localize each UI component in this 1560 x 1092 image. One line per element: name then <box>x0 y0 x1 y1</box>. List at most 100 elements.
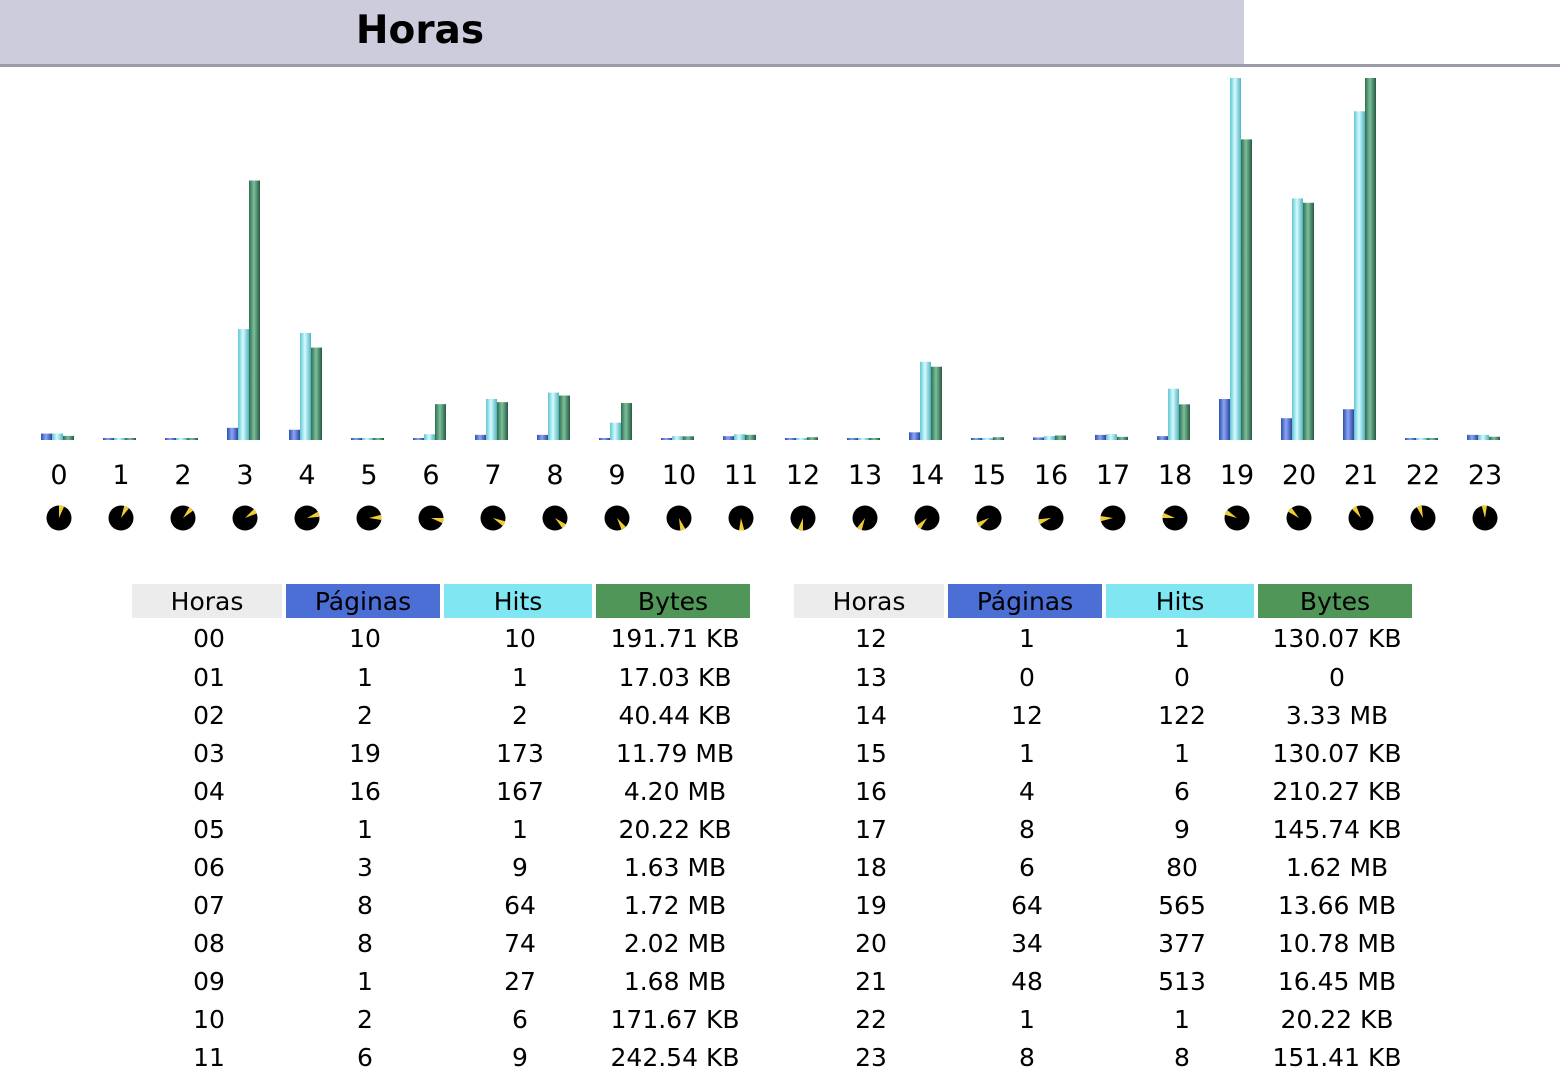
bar-paginas-12 <box>785 438 796 440</box>
bar-hits-18 <box>1168 388 1179 440</box>
cell-bytes: 191.71 KB <box>610 623 740 653</box>
table-row: 18 6 80 1.62 MB <box>794 848 1416 886</box>
x-tick-label-22: 22 <box>1406 460 1440 491</box>
cell-horas: 06 <box>193 852 225 882</box>
cell-horas: 07 <box>193 890 225 920</box>
cell-horas: 21 <box>855 966 887 996</box>
bar-paginas-10 <box>661 438 672 440</box>
table-row: 08 8 74 2.02 MB <box>132 924 754 962</box>
cell-hits: 1 <box>512 814 528 844</box>
bar-hits-10 <box>672 436 683 440</box>
bar-hits-4 <box>300 333 311 440</box>
cell-bytes: 130.07 KB <box>1272 738 1402 768</box>
cell-paginas: 10 <box>349 623 381 653</box>
cell-paginas: 0 <box>1019 662 1035 692</box>
x-tick-label-8: 8 <box>546 460 563 491</box>
hour-clock-icon-8 <box>542 505 568 531</box>
bar-paginas-18 <box>1157 436 1168 440</box>
cell-bytes: 210.27 KB <box>1272 776 1402 806</box>
x-tick-label-20: 20 <box>1282 460 1316 491</box>
bar-bytes-9 <box>621 403 632 440</box>
bar-paginas-13 <box>847 438 858 440</box>
cell-paginas: 6 <box>1019 852 1035 882</box>
cell-bytes: 13.66 MB <box>1277 890 1397 920</box>
table-row: 23 8 8 151.41 KB <box>794 1038 1416 1076</box>
hours-table-left: Horas Páginas Hits Bytes 00 10 10 191.71 KB… <box>132 584 754 1076</box>
x-tick-label-10: 10 <box>662 460 696 491</box>
cell-paginas: 6 <box>357 1042 373 1072</box>
bar-bytes-2 <box>187 438 198 440</box>
cell-bytes: 1.63 MB <box>623 852 727 882</box>
cell-paginas: 3 <box>357 852 373 882</box>
cell-horas: 05 <box>193 814 225 844</box>
bar-paginas-11 <box>723 436 734 440</box>
table-row: 21 48 513 16.45 MB <box>794 962 1416 1000</box>
cell-paginas: 8 <box>357 890 373 920</box>
bar-hits-22 <box>1416 438 1427 440</box>
bar-bytes-4 <box>311 347 322 440</box>
bar-bytes-14 <box>931 366 942 440</box>
cell-hits: 2 <box>512 700 528 730</box>
cell-horas: 08 <box>193 928 225 958</box>
table-row: 15 1 1 130.07 KB <box>794 734 1416 772</box>
cell-bytes: 10.78 MB <box>1277 928 1397 958</box>
cell-bytes: 0 <box>1329 662 1345 692</box>
cell-hits: 9 <box>512 852 528 882</box>
table-row: 12 1 1 130.07 KB <box>794 618 1416 658</box>
hour-clock-icon-5 <box>356 505 382 531</box>
cell-hits: 1 <box>1174 738 1190 768</box>
cell-hits: 1 <box>1174 1004 1190 1034</box>
cell-paginas: 2 <box>357 1004 373 1034</box>
hour-clock-icon-18 <box>1162 505 1188 531</box>
bar-bytes-18 <box>1179 404 1190 440</box>
bar-bytes-5 <box>373 438 384 440</box>
bar-bytes-23 <box>1489 436 1500 440</box>
cell-paginas: 1 <box>357 966 373 996</box>
bar-bytes-7 <box>497 402 508 440</box>
x-tick-label-0: 0 <box>50 460 67 491</box>
cell-horas: 13 <box>855 662 887 692</box>
bar-hits-9 <box>610 422 621 440</box>
section-header <box>0 0 1244 64</box>
hour-clock-icon-21 <box>1348 505 1374 531</box>
x-tick-label-7: 7 <box>484 460 501 491</box>
x-tick-label-9: 9 <box>608 460 625 491</box>
hour-clock-icon-1 <box>108 505 134 531</box>
x-tick-label-3: 3 <box>236 460 253 491</box>
bar-paginas-6 <box>413 438 424 440</box>
cell-hits: 513 <box>1158 966 1206 996</box>
bar-paginas-23 <box>1467 434 1478 440</box>
table-row: 22 1 1 20.22 KB <box>794 1000 1416 1038</box>
cell-hits: 9 <box>512 1042 528 1072</box>
cell-paginas: 1 <box>357 814 373 844</box>
cell-bytes: 2.02 MB <box>623 928 727 958</box>
x-tick-label-17: 17 <box>1096 460 1130 491</box>
bar-hits-3 <box>238 329 249 440</box>
table-row: 06 3 9 1.63 MB <box>132 848 754 886</box>
cell-horas: 01 <box>193 662 225 692</box>
cell-horas: 18 <box>855 852 887 882</box>
x-tick-label-6: 6 <box>422 460 439 491</box>
bar-paginas-16 <box>1033 437 1044 440</box>
cell-paginas: 1 <box>1019 623 1035 653</box>
cell-bytes: 4.20 MB <box>623 776 727 806</box>
cell-horas: 22 <box>855 1004 887 1034</box>
hour-clock-icon-2 <box>170 505 196 531</box>
cell-horas: 17 <box>855 814 887 844</box>
cell-horas: 23 <box>855 1042 887 1072</box>
hour-clock-icon-12 <box>790 505 816 531</box>
bar-paginas-8 <box>537 434 548 440</box>
bar-paginas-1 <box>103 438 114 440</box>
hours-table-right: Horas Páginas Hits Bytes 12 1 1 130.07 KB 13… <box>794 584 1416 1076</box>
cell-paginas: 34 <box>1011 928 1043 958</box>
cell-hits: 167 <box>496 776 544 806</box>
bar-paginas-14 <box>909 432 920 440</box>
bar-hits-14 <box>920 361 931 440</box>
hour-clock-icon-7 <box>480 505 506 531</box>
cell-horas: 20 <box>855 928 887 958</box>
cell-bytes: 40.44 KB <box>618 700 732 730</box>
col-header-hits: Hits <box>444 584 596 618</box>
cell-bytes: 3.33 MB <box>1285 700 1389 730</box>
table-row: 04 16 167 4.20 MB <box>132 772 754 810</box>
cell-horas: 11 <box>193 1042 225 1072</box>
